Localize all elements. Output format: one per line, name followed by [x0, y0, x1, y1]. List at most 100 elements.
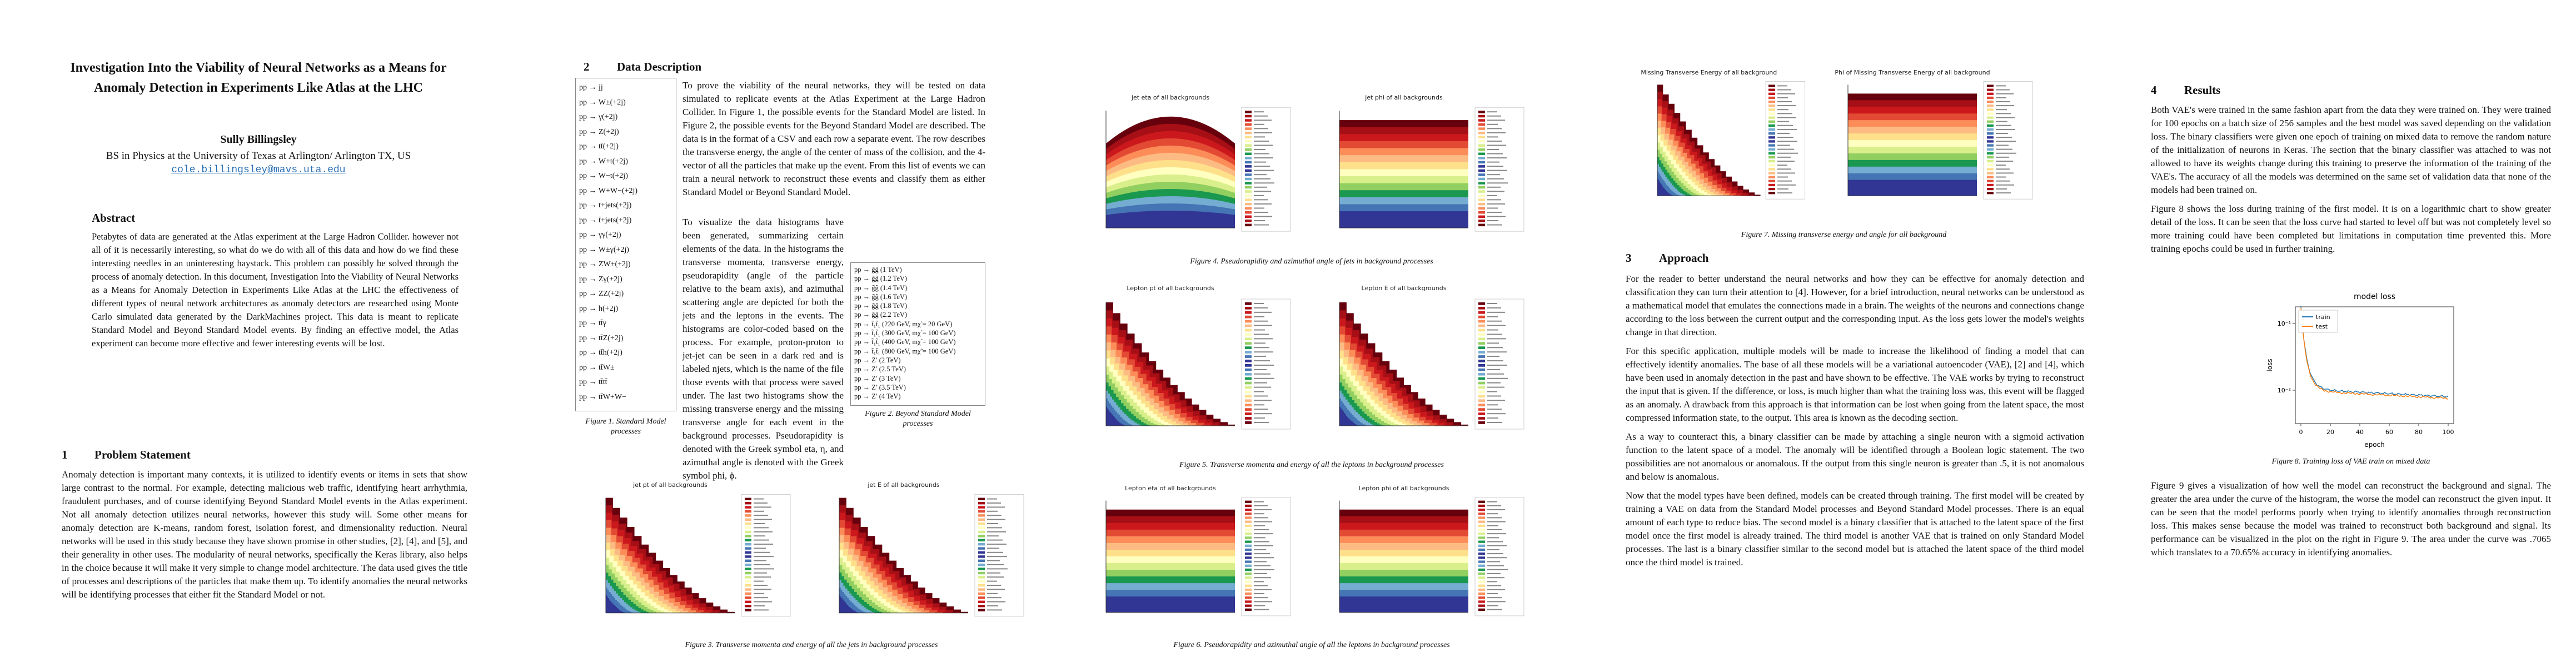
legend-swatch	[1987, 124, 1994, 127]
legend-swatch	[1245, 355, 1252, 358]
legend-swatch	[1478, 560, 1485, 563]
legend-text-placeholder	[1996, 180, 2010, 182]
legend-swatch	[1478, 381, 1485, 385]
legend-text-placeholder	[754, 580, 764, 582]
table-row: pp → W+t(+2j)	[579, 157, 628, 166]
legend-swatch	[1987, 164, 1994, 167]
legend-swatch	[1768, 124, 1775, 127]
legend-swatch	[1478, 211, 1485, 214]
legend-swatch	[1478, 320, 1485, 323]
legend-text-placeholder	[1777, 156, 1791, 158]
legend-text-placeholder	[1487, 329, 1498, 331]
legend-text-placeholder	[1487, 311, 1505, 313]
legend-swatch	[1245, 148, 1252, 151]
legend-swatch	[1478, 202, 1485, 206]
legend-swatch	[1478, 198, 1485, 201]
plot-title: Phi of Missing Transverse Energy of all …	[1835, 69, 1990, 76]
legend-text-placeholder	[754, 585, 768, 586]
email[interactable]: cole.billingsley@mavs.uta.edu	[171, 165, 346, 176]
legend-swatch	[1245, 198, 1252, 201]
figure-caption: Figure 2. Beyond Standard Model processe…	[865, 410, 971, 428]
legend-swatch	[1478, 351, 1485, 354]
table-row: pp → ZW±(+2j)	[579, 260, 631, 268]
legend-text-placeholder	[1254, 360, 1270, 362]
legend-swatch	[978, 506, 985, 509]
legend-swatch	[1245, 131, 1252, 135]
table-row: pp → g̃g̃ (1.6 TeV)	[854, 292, 908, 301]
legend-text-placeholder	[1487, 505, 1501, 506]
legend-text-placeholder	[1487, 417, 1498, 419]
legend-text-placeholder	[1996, 148, 2012, 150]
legend-swatch	[1245, 504, 1252, 507]
legend-text-placeholder	[1996, 168, 2010, 170]
legend-text-placeholder	[1996, 176, 2006, 178]
legend-swatch	[1245, 509, 1252, 511]
legend-swatch	[745, 609, 751, 611]
legend-text-placeholder	[1254, 589, 1272, 590]
legend-text-placeholder	[1254, 211, 1268, 213]
y-tick-label: 10⁻²	[2278, 387, 2291, 394]
legend-swatch	[978, 609, 985, 611]
legend-swatch	[1245, 364, 1252, 367]
legend-swatch	[1987, 156, 1994, 159]
legend-text-placeholder	[1487, 413, 1506, 415]
legend-swatch	[978, 568, 985, 570]
legend-text-placeholder	[1487, 334, 1502, 335]
table-row: pp → Z′ (2 TeV)	[854, 356, 901, 364]
legend-text-placeholder	[1254, 182, 1274, 184]
legend-text-placeholder	[754, 502, 768, 504]
legend-swatch	[1478, 140, 1485, 143]
figure-caption: Figure 3. Transverse momenta and energy …	[685, 641, 938, 649]
legend-swatch	[1478, 165, 1485, 168]
legend-text-placeholder	[1777, 176, 1788, 178]
legend-text-placeholder	[1487, 529, 1502, 530]
histogram-image: Lepton eta of all backgrounds	[1105, 485, 1291, 616]
legend-text-placeholder	[754, 605, 765, 606]
legend-text-placeholder	[1487, 382, 1501, 384]
legend-text-placeholder	[1487, 186, 1501, 188]
legend-text-placeholder	[1487, 360, 1503, 362]
legend-text-placeholder	[1254, 224, 1269, 226]
legend-swatch	[745, 530, 751, 534]
legend-swatch	[1245, 186, 1252, 189]
legend-text-placeholder	[1254, 400, 1272, 401]
histogram-image: jet pt of all backgrounds	[605, 481, 791, 617]
legend-text-placeholder	[1487, 303, 1497, 304]
legend-swatch	[1245, 536, 1252, 539]
histogram-image: Lepton phi of all backgrounds	[1339, 485, 1524, 616]
legend-swatch	[978, 571, 985, 575]
legend-swatch	[978, 596, 985, 599]
legend-swatch	[1478, 604, 1485, 607]
legend-text-placeholder	[1487, 191, 1504, 192]
figure-caption: Figure 8. Training loss of VAE train on …	[2271, 457, 2430, 466]
table-row: pp → tt̄W±	[579, 363, 615, 372]
legend-swatch	[1478, 115, 1485, 118]
legend-text-placeholder	[1487, 533, 1506, 535]
legend-text-placeholder	[1487, 325, 1506, 326]
table-row: pp → g̃g̃ (1.2 TeV)	[854, 275, 908, 283]
legend-text-placeholder	[1254, 573, 1267, 575]
legend-swatch	[1245, 421, 1252, 424]
legend-swatch	[1245, 580, 1252, 583]
legend-swatch	[745, 605, 751, 608]
section-number: 1	[62, 448, 68, 461]
legend-text-placeholder	[1487, 557, 1507, 559]
legend-text-placeholder	[1487, 589, 1505, 590]
legend-swatch	[978, 547, 985, 550]
legend-swatch	[1245, 608, 1252, 611]
legend-swatch	[1478, 207, 1485, 210]
table-row: pp → tt̄tt̄	[579, 378, 607, 386]
legend-text-placeholder	[1254, 338, 1273, 340]
legend-swatch	[1478, 148, 1485, 151]
legend-swatch	[1245, 337, 1252, 341]
legend-text-placeholder	[987, 564, 1004, 565]
legend-text-placeholder	[1254, 157, 1273, 159]
section-number: 2	[584, 60, 590, 73]
legend-swatch	[745, 568, 751, 570]
legend-text-placeholder	[1777, 85, 1787, 87]
legend-swatch	[1478, 580, 1485, 583]
legend-swatch	[1478, 412, 1485, 415]
legend-swatch	[1478, 509, 1485, 511]
legend-text-placeholder	[754, 531, 773, 532]
legend-text-placeholder	[1487, 404, 1498, 406]
